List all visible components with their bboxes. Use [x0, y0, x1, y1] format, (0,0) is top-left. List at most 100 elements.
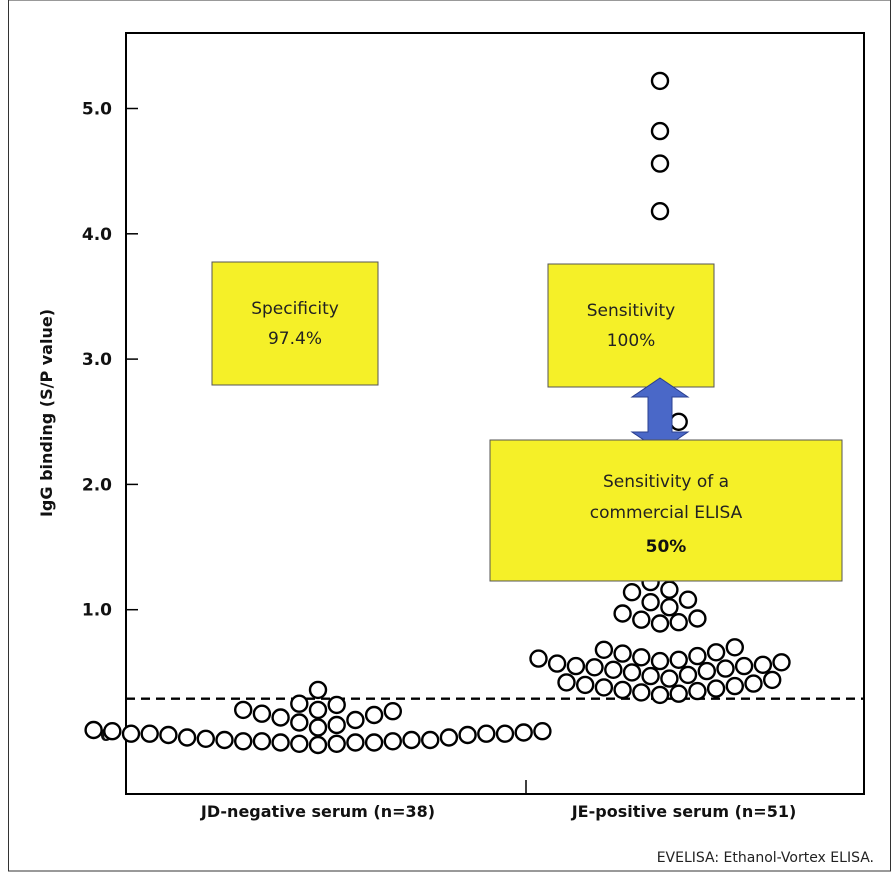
data-point-positive: [763, 670, 782, 690]
category-label-negative: JD-negative serum (n=38): [200, 802, 435, 821]
data-point-negative: [308, 718, 328, 737]
data-point-positive: [660, 598, 679, 617]
sensitivity-value: 100%: [607, 331, 656, 351]
sensitivity-box-bg: [547, 263, 715, 388]
data-point-negative: [84, 720, 103, 740]
data-point-negative: [290, 694, 309, 713]
y-axis-ticks: 01.02.03.04.05.0: [82, 100, 138, 746]
commercial-value: 50%: [646, 537, 687, 557]
data-point-positive: [688, 609, 707, 628]
data-point-positive: [650, 651, 670, 671]
data-point-negative: [402, 730, 421, 750]
commercial-box-bg: [489, 439, 843, 582]
data-point-negative: [364, 733, 384, 752]
data-point-positive: [576, 675, 595, 695]
y-axis-label: IgG binding (S/P value): [37, 309, 56, 517]
data-point-negative: [477, 724, 496, 743]
data-point-negative: [533, 722, 552, 741]
data-point-negative: [308, 700, 328, 720]
data-point-negative: [346, 710, 365, 730]
y-tick-label: 4.0: [82, 225, 112, 245]
data-points: [84, 71, 791, 755]
data-point-positive: [650, 614, 670, 633]
data-point-negative: [121, 724, 141, 743]
data-point-negative: [252, 732, 272, 751]
data-point-positive: [688, 681, 707, 701]
data-point-positive: [650, 71, 670, 91]
sensitivity-box: Sensitivity 100%: [547, 263, 715, 388]
y-tick-label: 3.0: [82, 350, 112, 370]
y-tick-label: 1.0: [82, 601, 112, 621]
data-point-positive: [772, 653, 791, 672]
data-point-positive: [660, 580, 679, 599]
data-point-negative: [458, 725, 477, 745]
data-point-positive: [613, 680, 632, 700]
y-tick-label: 5.0: [82, 100, 112, 120]
data-point-negative: [495, 724, 515, 743]
data-point-negative: [439, 728, 459, 747]
data-point-positive: [650, 121, 670, 141]
data-point-negative: [308, 680, 328, 700]
data-point-negative: [421, 730, 440, 750]
footnote: EVELISA: Ethanol-Vortex ELISA.: [657, 850, 874, 866]
data-point-positive: [753, 655, 773, 674]
data-point-positive: [678, 590, 698, 609]
data-point-negative: [308, 735, 328, 755]
data-point-negative: [140, 724, 159, 743]
data-point-negative: [514, 723, 533, 742]
data-point-positive: [734, 656, 754, 676]
data-point-positive: [613, 644, 632, 663]
y-tick-label: 2.0: [82, 475, 112, 495]
data-point-positive: [566, 656, 586, 676]
data-point-positive: [604, 660, 623, 679]
plot-area: [125, 32, 865, 795]
data-point-positive: [650, 154, 670, 173]
commercial-elisa-box: Sensitivity of a commercial ELISA 50%: [489, 439, 843, 582]
figure-border: [8, 0, 891, 872]
data-point-negative: [271, 708, 290, 727]
data-point-negative: [159, 725, 178, 745]
data-point-positive: [669, 412, 688, 431]
category-label-positive: JE-positive serum (n=51): [571, 802, 797, 821]
data-point-positive: [688, 646, 707, 666]
data-point-positive: [594, 678, 614, 697]
data-point-positive: [557, 673, 576, 692]
data-point-positive: [650, 685, 670, 705]
data-point-positive: [660, 669, 679, 688]
data-point-positive: [744, 674, 763, 693]
data-point-positive: [650, 201, 670, 221]
data-point-positive: [622, 663, 642, 682]
data-point-negative: [103, 722, 122, 741]
data-point-positive: [669, 684, 688, 703]
data-point-positive: [716, 659, 735, 678]
data-point-positive: [529, 649, 548, 668]
specificity-title: Specificity: [251, 299, 339, 319]
commercial-line1: Sensitivity of a: [603, 472, 729, 492]
data-point-positive: [547, 654, 567, 673]
data-point-negative: [383, 702, 402, 721]
data-point-positive: [706, 643, 726, 662]
data-point-positive: [632, 610, 651, 629]
specificity-box-bg: [211, 261, 379, 386]
data-point-positive: [594, 640, 614, 659]
data-point-negative: [290, 713, 309, 732]
data-point-negative: [364, 705, 384, 725]
specificity-value: 97.4%: [268, 329, 322, 349]
sensitivity-title: Sensitivity: [587, 301, 676, 321]
data-point-negative: [383, 732, 402, 751]
data-point-positive: [697, 661, 716, 681]
data-point-negative: [177, 728, 197, 747]
data-point-negative: [327, 715, 346, 735]
specificity-box: Specificity 97.4%: [211, 261, 379, 386]
data-point-negative: [271, 733, 290, 752]
data-point-positive: [725, 676, 744, 696]
data-point-positive: [585, 658, 604, 677]
data-point-positive: [641, 666, 660, 686]
data-point-negative: [215, 730, 234, 750]
data-point-negative: [233, 732, 253, 751]
data-point-negative: [327, 734, 346, 753]
data-point-positive: [706, 679, 726, 698]
data-point-positive: [613, 604, 632, 623]
